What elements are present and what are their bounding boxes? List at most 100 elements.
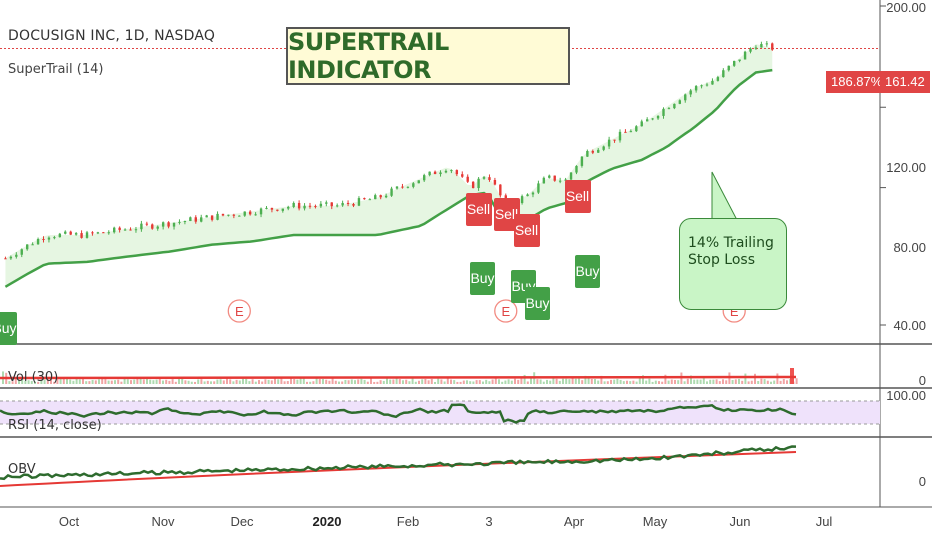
x-tick-jun: Jun [729, 514, 751, 529]
candle-body [172, 222, 176, 227]
volume-bar [318, 379, 321, 384]
price-tick-40: 40.00 [893, 318, 926, 333]
volume-bar [539, 379, 542, 384]
volume-bar [357, 379, 360, 384]
volume-bar [139, 378, 142, 384]
volume-bar [360, 378, 363, 384]
volume-bar [136, 378, 139, 384]
volume-tick-0: 0 [918, 373, 926, 388]
volume-bar [491, 379, 494, 384]
buy-signal-label: Buy [575, 263, 599, 279]
candle-body [482, 177, 486, 179]
volume-bar [66, 378, 68, 384]
volume-bar [178, 378, 180, 384]
volume-bar [523, 374, 526, 384]
volume-bar [181, 378, 184, 384]
volume-bar [210, 381, 212, 384]
volume-pane-label[interactable]: Vol (30) [8, 370, 59, 385]
candle-body [602, 146, 605, 150]
volume-bar [405, 379, 408, 384]
volume-bar [504, 380, 507, 384]
volume-bar [24, 380, 27, 384]
volume-bar [683, 381, 686, 384]
candle-body [417, 180, 420, 184]
volume-bar [622, 381, 625, 384]
volume-bar [40, 380, 43, 384]
volume-bar [379, 380, 382, 384]
volume-bar [517, 379, 520, 384]
volume-bar [88, 381, 91, 384]
buy-signal-label: Buy [525, 295, 549, 311]
volume-bar [530, 378, 532, 384]
candle-body [194, 217, 197, 222]
volume-bar [389, 379, 392, 384]
candle-body [107, 232, 110, 234]
volume-bar [782, 379, 785, 384]
candle-body [134, 229, 138, 231]
candle-body [760, 43, 763, 48]
candle-body [526, 194, 529, 197]
volume-bar [62, 378, 65, 384]
sell-signal-label: Sell [467, 201, 490, 217]
volume-bar [306, 381, 308, 384]
volume-bar [232, 381, 235, 384]
candle-body [607, 139, 611, 147]
volume-bar [715, 379, 718, 384]
sell-signal [514, 214, 540, 247]
candle-body [499, 184, 502, 196]
rsi-band [0, 401, 880, 424]
obv-ma-line [0, 451, 797, 487]
candle-body [477, 178, 480, 189]
volume-bar [37, 381, 40, 384]
candle-body [42, 238, 45, 240]
volume-bar [594, 379, 596, 384]
volume-bar [469, 381, 472, 384]
indicator-label[interactable]: SuperTrail (14) [8, 62, 104, 77]
volume-bar [587, 378, 590, 384]
volume-bar [117, 379, 120, 384]
x-tick-oct: Oct [58, 514, 80, 529]
volume-bar [203, 381, 206, 384]
candle-body [624, 131, 627, 133]
symbol-title[interactable]: DOCUSIGN INC, 1D, NASDAQ [8, 28, 216, 44]
trailing-stop-callout: 14% Trailing Stop Loss [679, 218, 787, 310]
candle-body [542, 177, 546, 184]
candle-body [292, 202, 295, 207]
volume-bar [184, 380, 187, 384]
volume-bar [546, 379, 548, 384]
sell-signal [494, 198, 520, 231]
candle-body [259, 208, 263, 215]
candle-body [36, 238, 40, 245]
candle-body [613, 139, 616, 141]
volume-bar [613, 379, 616, 384]
obv-pane-label[interactable]: OBV [8, 462, 36, 477]
volume-bar [363, 379, 366, 384]
volume-bar [14, 378, 17, 384]
volume-bar [699, 379, 702, 384]
volume-bar [664, 374, 667, 384]
volume-bar [395, 378, 398, 384]
candle-body [47, 237, 51, 240]
candle-body [123, 229, 127, 231]
x-tick-dec: Dec [230, 514, 254, 529]
candle-body [74, 233, 78, 235]
candle-body [488, 177, 491, 180]
candle-body [732, 60, 736, 66]
candle-body [346, 202, 350, 204]
candle-body [58, 233, 62, 238]
volume-bar [731, 380, 734, 384]
volume-bar [238, 380, 241, 384]
rsi-pane-label[interactable]: RSI (14, close) [8, 418, 102, 433]
candle-body [129, 229, 132, 231]
candle-body [558, 180, 562, 182]
candle-body [618, 131, 622, 141]
volume-bar [402, 380, 404, 384]
volume-bar [235, 379, 238, 384]
volume-bar [450, 379, 452, 384]
candle-body [384, 195, 388, 198]
candle-body [96, 232, 100, 234]
volume-bar [171, 379, 174, 384]
volume-bar [194, 381, 196, 384]
volume-bar [696, 379, 699, 384]
candle-body [303, 205, 306, 209]
